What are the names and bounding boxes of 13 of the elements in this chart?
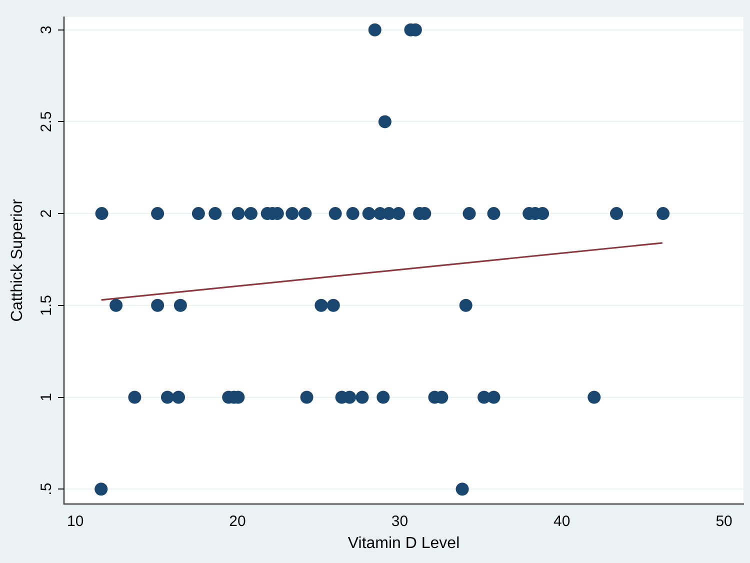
y-tick-label: 2.5 [38, 111, 56, 132]
x-tick-label: 50 [716, 512, 732, 530]
x-tick-label: 20 [229, 512, 246, 530]
y-tick-label: 1.5 [38, 294, 56, 316]
x-tick-label: 30 [391, 512, 408, 530]
x-axis-title: Vitamin D Level [348, 534, 460, 552]
y-tick-label: 1 [38, 393, 56, 402]
x-tick-label: 10 [67, 512, 84, 530]
y-axis-title: Catthick Superior [9, 198, 26, 322]
x-tick-label: 40 [554, 512, 570, 530]
y-tick-label: 3 [38, 26, 56, 34]
y-tick-label: 2 [38, 209, 56, 218]
y-tick-label: .5 [38, 482, 56, 496]
